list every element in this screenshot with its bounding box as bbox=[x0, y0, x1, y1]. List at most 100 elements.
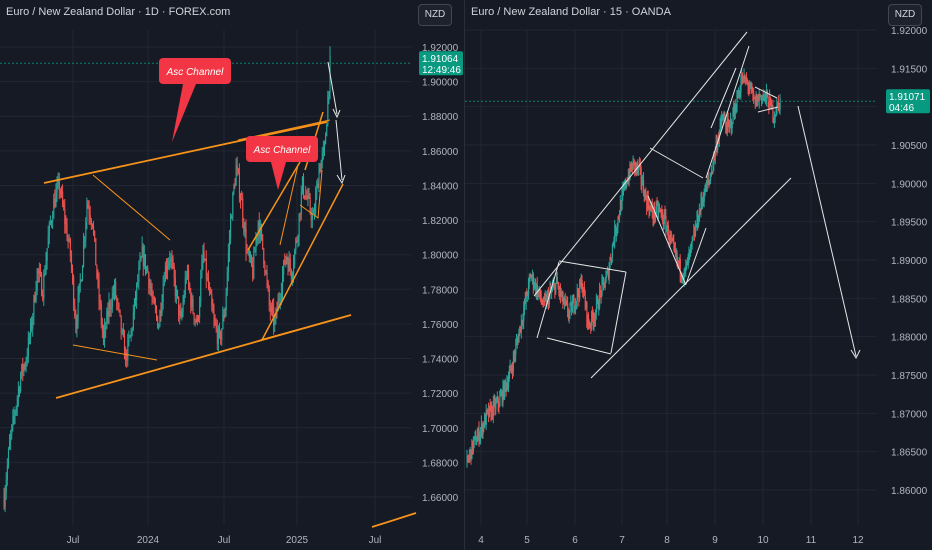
candle bbox=[304, 195, 306, 200]
candle bbox=[176, 289, 179, 299]
candle bbox=[666, 225, 668, 233]
left-chart-pane[interactable]: Asc Channel Asc Channel 1.66000 1.68000 1.7… bbox=[0, 0, 465, 550]
candle bbox=[675, 247, 677, 260]
candle bbox=[598, 299, 600, 316]
candle bbox=[729, 112, 732, 129]
candle-body bbox=[309, 197, 311, 212]
candle bbox=[702, 196, 704, 209]
left-chart-canvas[interactable]: Asc Channel Asc Channel 1.66000 1.68000 1.7… bbox=[0, 0, 464, 550]
candle bbox=[210, 287, 212, 295]
candle bbox=[175, 285, 178, 304]
candle bbox=[773, 111, 776, 128]
candle bbox=[611, 243, 614, 263]
candle bbox=[614, 219, 616, 249]
projection-arrow-head bbox=[850, 349, 861, 360]
candle bbox=[524, 291, 527, 305]
candle bbox=[520, 314, 523, 339]
candle bbox=[706, 176, 709, 192]
candle bbox=[567, 307, 570, 322]
candle-body bbox=[625, 180, 627, 187]
candle bbox=[667, 220, 669, 240]
candle bbox=[711, 170, 713, 175]
candle bbox=[497, 396, 499, 412]
candle bbox=[59, 188, 61, 199]
candle-body bbox=[529, 277, 531, 281]
candle bbox=[42, 289, 44, 302]
candle-body bbox=[649, 206, 651, 214]
candle-body bbox=[585, 302, 587, 307]
candle-body bbox=[181, 312, 183, 317]
candle-body bbox=[187, 270, 189, 277]
candle-body bbox=[279, 298, 281, 301]
candle bbox=[200, 269, 202, 308]
pattern-line bbox=[710, 67, 737, 129]
candle-body bbox=[121, 329, 123, 333]
candle-body bbox=[691, 241, 693, 247]
candle bbox=[650, 204, 652, 211]
candle bbox=[674, 241, 677, 257]
candle-body bbox=[85, 221, 87, 238]
candle-body bbox=[158, 326, 160, 328]
candle bbox=[623, 180, 626, 192]
candle bbox=[648, 205, 650, 219]
candle-body bbox=[29, 337, 31, 339]
candle-body bbox=[217, 328, 219, 344]
right-chart-pane[interactable]: 1.86000 1.86500 1.87000 1.87500 1.88000 1.885… bbox=[465, 0, 932, 550]
candle bbox=[680, 274, 682, 284]
callout-pointer bbox=[271, 162, 286, 190]
candle bbox=[709, 179, 711, 186]
candle-body bbox=[34, 295, 36, 302]
candle-body bbox=[100, 304, 102, 324]
candle-body bbox=[507, 383, 509, 387]
candle bbox=[535, 283, 538, 300]
candle-body bbox=[56, 184, 58, 193]
asc-channel-callout: Asc Channel bbox=[246, 136, 318, 190]
candle-body bbox=[4, 492, 6, 507]
candle bbox=[195, 314, 197, 324]
candle bbox=[151, 282, 153, 306]
candle bbox=[697, 209, 699, 231]
candle bbox=[284, 253, 286, 266]
candle bbox=[763, 94, 765, 102]
right-chart-canvas[interactable]: 1.86000 1.86500 1.87000 1.87500 1.88000 1.885… bbox=[465, 0, 932, 550]
candle bbox=[599, 282, 601, 311]
candle bbox=[216, 319, 218, 351]
candle bbox=[111, 286, 113, 313]
candle-body bbox=[657, 204, 659, 214]
candle-body bbox=[595, 312, 597, 321]
left-currency-button[interactable]: NZD bbox=[418, 4, 452, 26]
candle-body bbox=[168, 261, 170, 267]
candle-body bbox=[521, 320, 523, 323]
candle bbox=[468, 449, 471, 463]
candle-body bbox=[22, 364, 24, 373]
candle bbox=[523, 298, 526, 316]
candle bbox=[563, 295, 566, 310]
candle bbox=[560, 288, 562, 297]
candle-body bbox=[152, 297, 154, 299]
callout-box bbox=[246, 136, 318, 162]
candle-body bbox=[45, 260, 47, 274]
candle-body bbox=[195, 319, 197, 323]
candle-body bbox=[635, 163, 637, 169]
candle bbox=[689, 249, 691, 260]
candle bbox=[211, 289, 213, 312]
y-tick-label: 1.92000 bbox=[422, 43, 459, 54]
candle bbox=[509, 359, 511, 372]
candle-body bbox=[582, 290, 584, 293]
candle-body bbox=[531, 277, 533, 279]
candle bbox=[703, 188, 705, 208]
candle bbox=[157, 315, 159, 329]
candle-body bbox=[109, 301, 111, 309]
candle-body bbox=[592, 316, 594, 324]
right-currency-button[interactable]: NZD bbox=[888, 4, 922, 26]
candle bbox=[161, 294, 163, 317]
candle-body bbox=[483, 424, 485, 428]
candle bbox=[47, 225, 49, 249]
candle bbox=[270, 302, 273, 316]
candle-body bbox=[161, 301, 163, 314]
candle-body bbox=[66, 224, 68, 240]
candle bbox=[44, 264, 46, 277]
candle-body bbox=[504, 380, 506, 399]
candle-body bbox=[42, 295, 44, 300]
candle-body bbox=[669, 233, 671, 241]
